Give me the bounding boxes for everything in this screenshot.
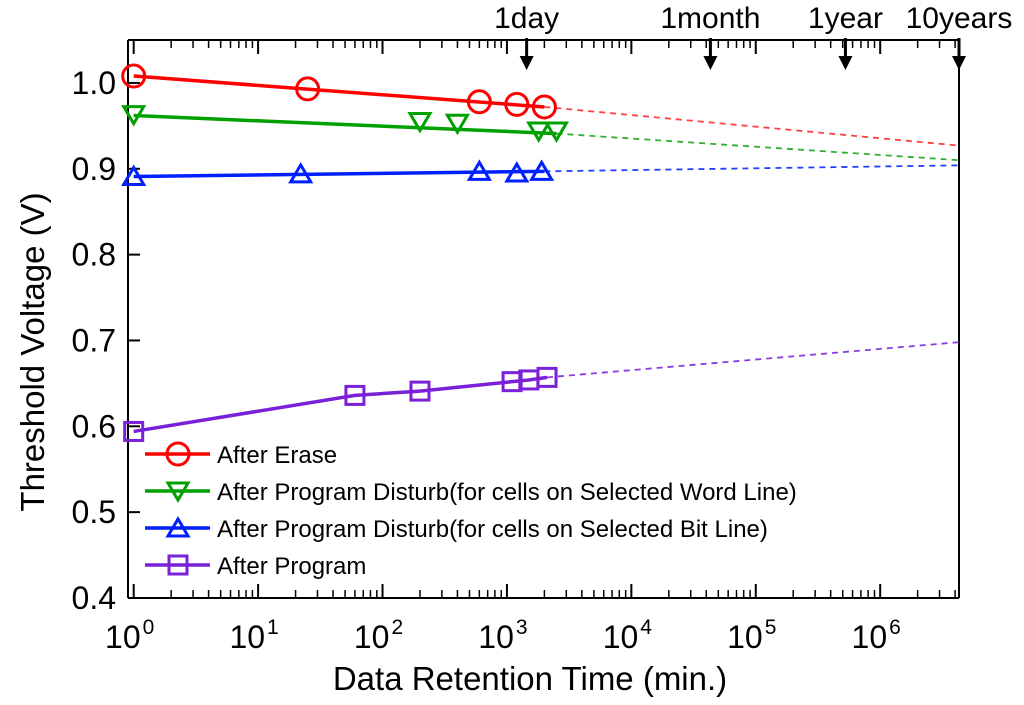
legend-marker <box>165 441 191 467</box>
fit-line <box>133 74 545 109</box>
extrapolation-lines-group <box>544 106 960 379</box>
y-tick-label: 1.0 <box>72 65 116 101</box>
x-tick-exponent: 2 <box>391 616 403 639</box>
x-tick-exponent: 1 <box>267 616 279 639</box>
annotation-arrow-head <box>838 56 853 70</box>
data-point-triangle-up <box>528 159 555 181</box>
y-tick-label: 0.6 <box>72 408 116 444</box>
data-point-circle <box>121 63 147 89</box>
data-point-triangle-down <box>444 113 471 136</box>
data-point-triangle-up <box>466 159 492 181</box>
legend-label: After Program <box>217 553 366 580</box>
data-point-circle <box>295 76 321 102</box>
y-tick-label: 0.7 <box>72 322 116 358</box>
annotation-label: 1month <box>660 2 760 35</box>
x-tick-exponent: 3 <box>516 616 528 639</box>
fit-line <box>133 113 557 136</box>
data-point-triangle-down <box>543 121 570 143</box>
x-tick-label: 101 <box>229 616 278 655</box>
data-point-triangle-up <box>288 161 314 184</box>
x-tick-label: 105 <box>727 616 776 655</box>
extrapolation-line <box>544 106 960 147</box>
x-tick-label: 102 <box>354 616 403 655</box>
extrapolation-line <box>556 132 960 162</box>
x-tick-exponent: 6 <box>889 616 901 639</box>
data-point-triangle-up <box>121 164 147 186</box>
data-point-square <box>409 380 431 402</box>
fit-lines-group <box>133 74 557 434</box>
annotation-arrow-head <box>519 56 534 70</box>
annotation-label: 1year <box>808 2 883 35</box>
legend-marker <box>165 481 191 503</box>
y-axis-title: Threshold Voltage (V) <box>14 192 51 511</box>
legend-label: After Program Disturb(for cells on Selec… <box>217 479 797 506</box>
plot-frame-group <box>127 39 960 599</box>
data-point-circle <box>504 91 530 117</box>
data-point-triangle-down <box>121 105 147 127</box>
fit-line <box>133 375 548 434</box>
y-ticks-group: 0.4 0.5 0.6 0.7 0.8 0.9 1.0 <box>72 65 140 616</box>
extrapolation-line <box>546 341 960 379</box>
data-point-triangle-down <box>526 121 552 143</box>
legend-marker <box>165 516 191 538</box>
x-tick-label: 106 <box>852 616 901 655</box>
legend-marker <box>167 554 189 576</box>
data-point-circle <box>466 89 492 115</box>
y-tick-label: 0.5 <box>72 494 116 530</box>
x-tick-exponent: 5 <box>765 616 777 639</box>
x-tick-exponent: 0 <box>143 616 155 639</box>
time-annotations-group: 1day 1month 1year 10years <box>494 2 1012 70</box>
legend-label: After Program Disturb(for cells on Selec… <box>217 516 768 543</box>
y-tick-label: 0.8 <box>72 237 116 273</box>
x-minor-ticks-group <box>170 40 956 598</box>
y-tick-label: 0.9 <box>72 151 116 187</box>
data-point-square <box>344 384 366 406</box>
data-point-square <box>123 420 145 442</box>
x-tick-label: 103 <box>478 616 527 655</box>
data-point-square <box>536 366 558 388</box>
x-tick-label: 104 <box>603 616 653 655</box>
x-axis-title: Data Retention Time (min.) <box>333 660 727 697</box>
annotation-arrow-head <box>703 56 718 70</box>
extrapolation-line <box>544 164 960 173</box>
fit-line <box>133 169 545 179</box>
data-point-triangle-down <box>407 112 433 134</box>
annotation-arrow-head <box>952 56 966 70</box>
legend-label: After Erase <box>217 442 337 469</box>
x-tick-label: 100 <box>105 616 154 655</box>
data-point-triangle-up <box>504 161 530 183</box>
annotation-label: 10years <box>906 2 1013 35</box>
annotation-label: 1day <box>494 2 559 35</box>
legend: After Erase After Program Disturb(for cel… <box>145 441 797 580</box>
data-markers-group <box>121 63 570 442</box>
y-tick-label: 0.4 <box>72 580 116 616</box>
x-tick-exponent: 4 <box>640 616 652 639</box>
data-point-circle <box>531 94 557 120</box>
